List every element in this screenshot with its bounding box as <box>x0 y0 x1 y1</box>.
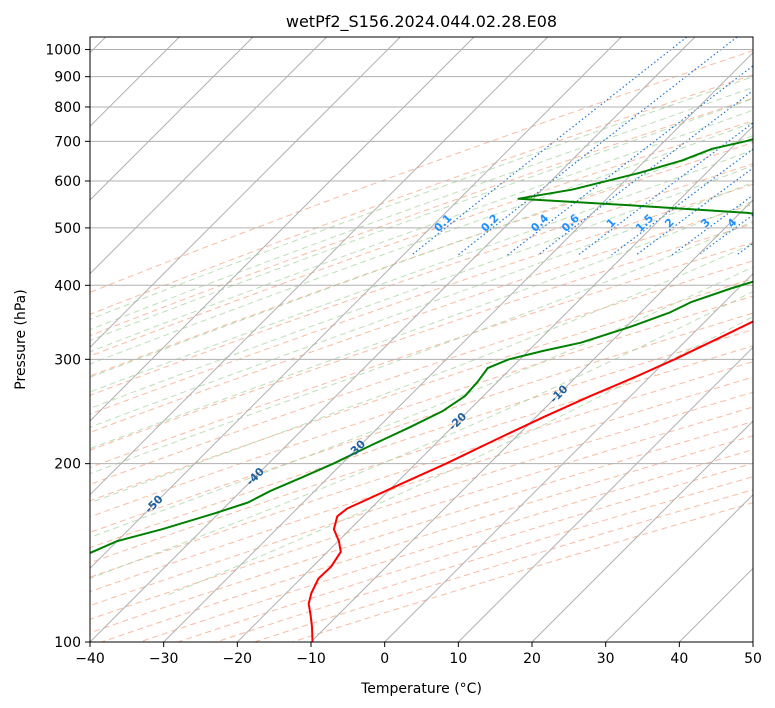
x-tick-label: 30 <box>597 651 615 667</box>
moist-adiabat <box>90 109 753 353</box>
moist-adiabat <box>90 135 753 378</box>
chart-title: wetPf2_S156.2024.044.02.28.E08 <box>286 12 557 32</box>
moist-adiabat <box>90 149 753 393</box>
dry-adiabat <box>90 376 753 593</box>
isotherm <box>90 37 475 422</box>
moist-adiabat <box>90 98 753 341</box>
x-axis-ticks: −40 −30 −20 −10 0 10 20 30 40 50 <box>75 642 762 667</box>
moist-adiabat <box>167 316 753 596</box>
x-tick-label: −30 <box>149 651 179 667</box>
x-tick-label: −40 <box>75 651 105 667</box>
y-tick-label: 700 <box>54 134 81 150</box>
isotherm <box>90 37 401 349</box>
y-tick-label: 600 <box>54 174 81 190</box>
x-tick-label: −10 <box>296 651 326 667</box>
dry-adiabat <box>90 120 753 357</box>
mixing-ratio-lines <box>411 37 753 256</box>
isotherm <box>384 272 753 642</box>
moist-adiabat <box>90 200 753 450</box>
y-tick-label: 100 <box>54 635 81 651</box>
dry-adiabat <box>90 142 753 377</box>
dry-adiabat <box>90 241 753 469</box>
x-tick-label: 20 <box>523 651 541 667</box>
y-tick-label: 300 <box>54 352 81 368</box>
x-tick-label: 50 <box>744 651 762 667</box>
x-tick-label: 10 <box>449 651 467 667</box>
isotherm <box>457 346 753 642</box>
dewpoint-profile <box>90 138 753 555</box>
y-axis-ticks: 100 200 300 400 500 600 700 800 900 1000 <box>45 43 90 651</box>
plot-frame <box>89 36 754 643</box>
moist-adiabat <box>90 122 753 365</box>
isotherm <box>90 37 328 275</box>
dry-adiabat <box>90 183 753 415</box>
y-tick-label: 400 <box>54 278 81 294</box>
isotherm <box>163 51 753 642</box>
isotherm <box>90 37 254 201</box>
moist-adiabat <box>90 220 753 475</box>
sounding-series <box>90 138 753 642</box>
y-tick-label: 1000 <box>45 43 81 59</box>
x-tick-label: −20 <box>223 651 253 667</box>
dry-adiabat <box>90 391 753 607</box>
y-tick-label: 900 <box>54 70 81 86</box>
dry-adiabat <box>90 260 753 485</box>
plot-area: -100-90-80-70-60-50-40-30-20-10010203040… <box>90 37 753 642</box>
x-axis-title: Temperature (°C) <box>360 681 482 697</box>
isotherm <box>90 37 696 642</box>
moist-adiabat <box>90 181 753 428</box>
temperature-profile <box>307 320 753 642</box>
dry-adiabat <box>90 97 753 337</box>
y-axis-title: Pressure (hPa) <box>13 289 29 389</box>
moist-adiabat <box>90 164 753 410</box>
mixing-ratio-line <box>457 37 738 256</box>
moist-adiabat <box>90 290 753 579</box>
isotherm <box>605 493 753 642</box>
y-tick-label: 200 <box>54 457 81 473</box>
y-tick-label: 800 <box>54 100 81 116</box>
isotherm <box>310 199 753 642</box>
mixing-ratio-line <box>411 37 688 256</box>
x-tick-label: 0 <box>380 651 389 667</box>
y-tick-label: 500 <box>54 221 81 237</box>
mixing-ratio-line <box>671 194 753 256</box>
mixing-ratio-line <box>537 89 753 256</box>
isotherm <box>90 37 549 496</box>
pressure-gridlines <box>90 49 753 642</box>
x-tick-label: 40 <box>670 651 688 667</box>
dry-adiabat <box>90 295 753 518</box>
isotherm <box>531 420 753 642</box>
